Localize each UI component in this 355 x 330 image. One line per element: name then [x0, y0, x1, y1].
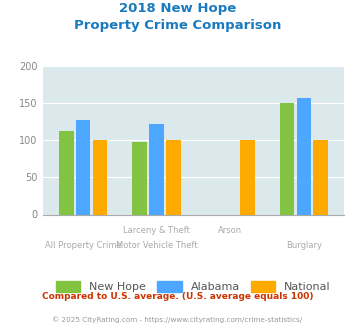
Bar — [132, 143, 147, 214]
Text: Arson: Arson — [218, 226, 242, 235]
Bar — [76, 120, 91, 214]
Bar — [59, 131, 73, 214]
Bar — [280, 103, 294, 214]
Bar — [166, 140, 181, 214]
Text: All Property Crime: All Property Crime — [45, 241, 121, 250]
Bar — [93, 140, 107, 214]
Text: Compared to U.S. average. (U.S. average equals 100): Compared to U.S. average. (U.S. average … — [42, 292, 313, 301]
Bar — [313, 140, 328, 214]
Text: 2018 New Hope
Property Crime Comparison: 2018 New Hope Property Crime Comparison — [74, 2, 281, 32]
Text: Larceny & Theft: Larceny & Theft — [123, 226, 190, 235]
Bar — [240, 140, 255, 214]
Text: © 2025 CityRating.com - https://www.cityrating.com/crime-statistics/: © 2025 CityRating.com - https://www.city… — [53, 317, 302, 323]
Text: Motor Vehicle Theft: Motor Vehicle Theft — [116, 241, 197, 250]
Legend: New Hope, Alabama, National: New Hope, Alabama, National — [51, 277, 335, 297]
Text: Burglary: Burglary — [286, 241, 322, 250]
Bar — [296, 98, 311, 214]
Bar — [149, 124, 164, 214]
